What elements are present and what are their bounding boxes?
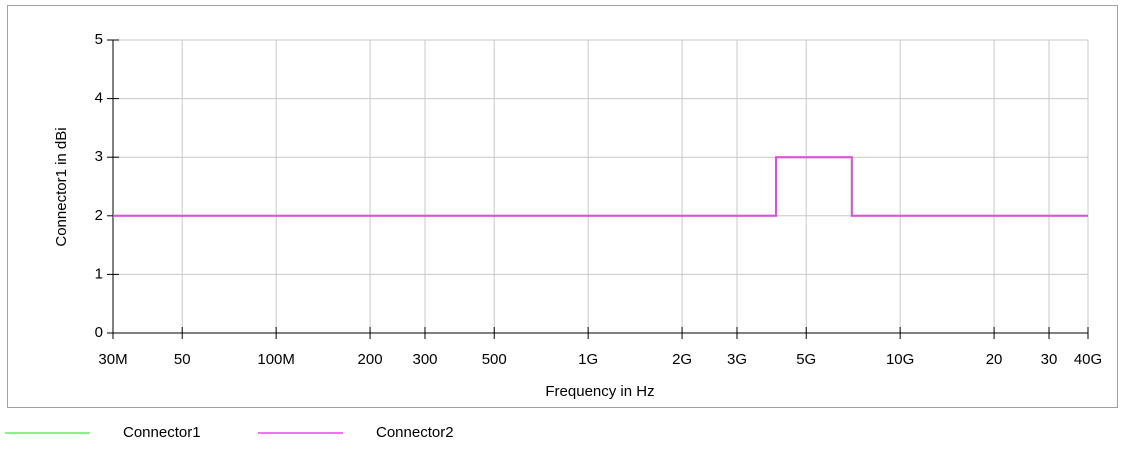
x-tick-label: 30M — [98, 351, 127, 368]
y-axis-label: Connector1 in dBi — [53, 127, 70, 246]
x-tick-label: 3G — [727, 351, 747, 368]
x-tick-label: 1G — [578, 351, 598, 368]
x-tick-label: 200 — [358, 351, 383, 368]
x-tick-label: 20 — [986, 351, 1003, 368]
x-tick-label: 30 — [1041, 351, 1058, 368]
y-tick-label: 0 — [95, 324, 103, 341]
y-tick-label: 4 — [95, 90, 103, 107]
legend-label: Connector2 — [376, 424, 454, 441]
y-tick-label: 3 — [95, 148, 103, 165]
y-tick-label: 2 — [95, 207, 103, 224]
x-tick-label: 2G — [672, 351, 692, 368]
y-tick-label: 1 — [95, 265, 103, 282]
series-line — [113, 156, 1088, 217]
legend-label: Connector1 — [123, 424, 201, 441]
x-tick-label: 5G — [796, 351, 816, 368]
x-tick-label: 50 — [174, 351, 191, 368]
y-tick-label: 5 — [95, 31, 103, 48]
plot-panel — [7, 5, 1118, 408]
x-tick-label: 10G — [886, 351, 914, 368]
x-tick-label: 40G — [1074, 351, 1102, 368]
x-tick-label: 300 — [412, 351, 437, 368]
x-axis-label: Frequency in Hz — [545, 383, 654, 400]
x-tick-label: 500 — [482, 351, 507, 368]
x-tick-label: 100M — [257, 351, 295, 368]
